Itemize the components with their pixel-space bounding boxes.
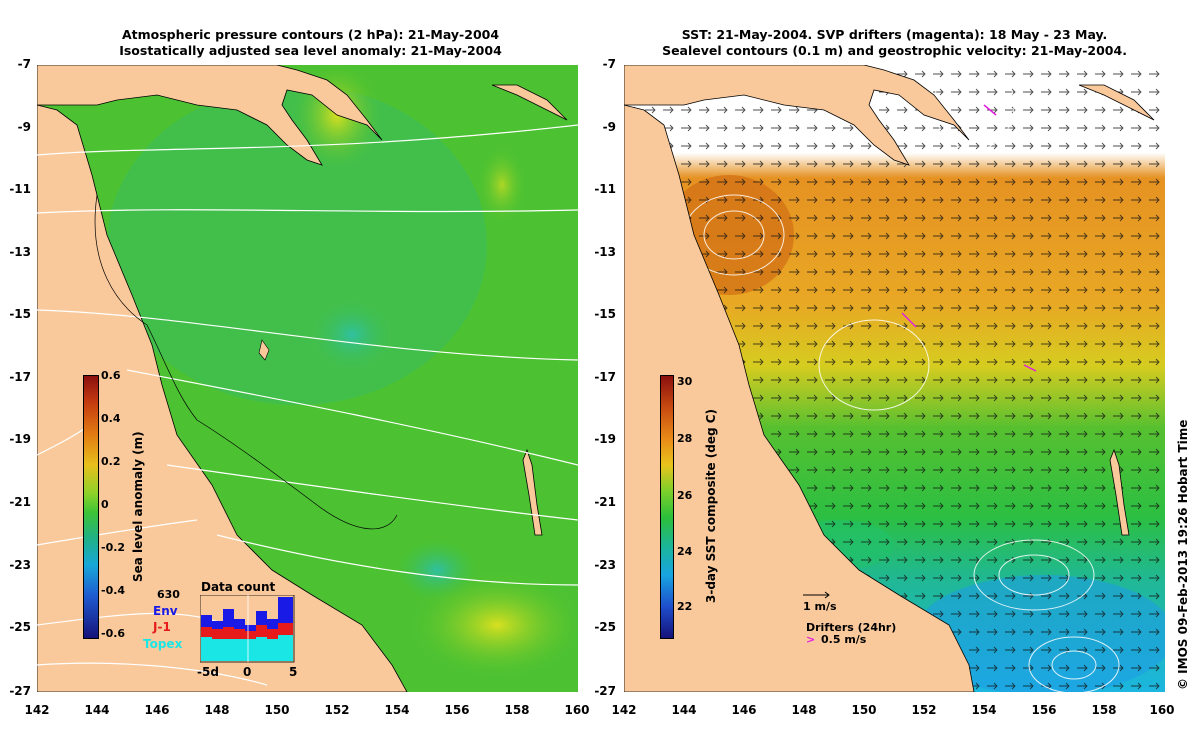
colorbar-tick: 22 [677,600,693,613]
legend-env: Env [153,604,178,618]
new-caledonia [522,448,543,536]
legend-j1: J-1 [153,620,171,634]
new-guinea-land [37,65,383,166]
bathymetry-contour [94,194,398,530]
sst-map [624,65,1165,692]
anomaly-yellow-south [407,570,578,680]
drifter-arrow-icon: > [806,633,816,646]
australia-land [624,104,975,692]
new-guinea-land [624,65,970,166]
data-count-xlabel: 0 [243,665,252,679]
anomaly-yellow-east [477,145,527,225]
sea-level-colorbar-title: Sea level anomaly (m) [131,431,145,582]
data-count-bars [201,597,293,661]
sst-colorbar [660,375,674,639]
colorbar-tick: -0.6 [101,627,126,640]
solomon-islands [1078,84,1155,121]
colorbar-tick: 0.4 [101,412,121,425]
colorbar-tick: 0 [101,498,109,511]
left-title: Atmospheric pressure contours (2 hPa): 2… [119,27,502,58]
sst-colorbar-title: 3-day SST composite (deg C) [704,408,718,603]
data-count-chart [200,595,295,663]
legend-topex: Topex [143,637,183,651]
colorbar-tick: 30 [677,375,693,388]
data-count-max: 630 [157,588,180,601]
colorbar-tick: 0.6 [101,369,121,382]
velocity-scale-arrow [803,591,830,599]
solomon-islands [491,84,568,121]
sst-map-svg [624,65,1165,692]
anomaly-low-region [107,85,487,405]
colorbar-tick: 24 [677,545,693,558]
data-count-xlabel: 5 [289,665,298,679]
sea-level-anomaly-map [37,65,578,692]
colorbar-tick: -0.4 [101,584,126,597]
copyright-notice: © IMOS 09-Feb-2013 19:26 Hobart Time [1176,419,1190,690]
colorbar-tick: 26 [677,489,693,502]
reef-island [258,339,270,361]
colorbar-tick: -0.2 [101,541,126,554]
new-caledonia [1109,448,1130,536]
data-count-title: Data count [201,580,276,594]
australia-land [37,104,408,692]
sea-level-colorbar [83,375,99,639]
right-title: SST: 21-May-2004. SVP drifters (magenta)… [662,27,1127,58]
colorbar-tick: 0.2 [101,455,121,468]
drifters-label: Drifters (24hr) [806,621,897,634]
svp-drifter-tracks [901,104,1037,372]
drifter-speed-label: 0.5 m/s [821,633,867,646]
colorbar-tick: 28 [677,432,693,445]
data-count-xlabel: -5d [197,665,219,679]
sea-level-map-svg [37,65,578,692]
velocity-scale-label: 1 m/s [803,600,837,613]
anomaly-cyan-patch [312,300,392,370]
